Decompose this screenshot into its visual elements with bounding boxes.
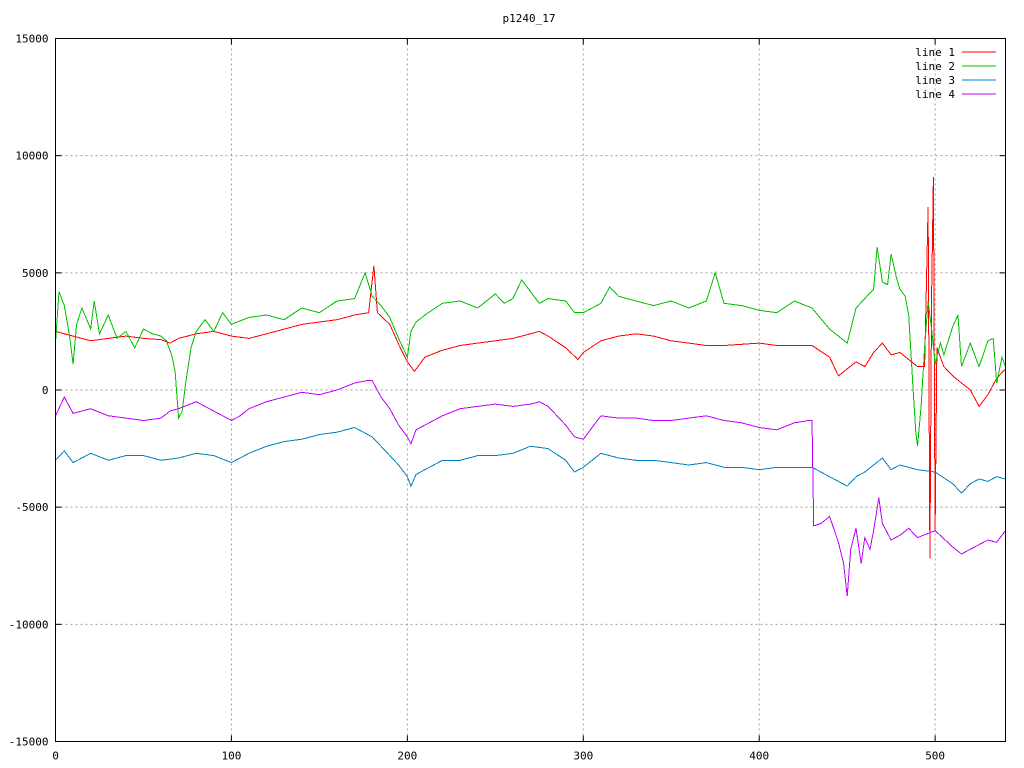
series-line-3: [55, 426, 1006, 494]
x-tick-label: 500: [925, 750, 945, 763]
legend-label-3: line 3: [915, 74, 955, 87]
x-tick-label: 300: [573, 750, 593, 763]
y-tick-label: -5000: [15, 501, 48, 514]
grid: [55, 38, 1006, 742]
legend-label-1: line 1: [915, 46, 955, 59]
axis-ticks: 0 100 200 300 400 500 -15000 -10000 -5000 0 5000 10…: [9, 33, 1006, 763]
y-tick-label: -10000: [9, 618, 49, 631]
y-tick-label: -15000: [9, 736, 49, 749]
series-line-4: [55, 380, 1006, 597]
chart-title: p1240_17: [503, 12, 556, 25]
x-tick-label: 0: [52, 750, 59, 763]
x-tick-label: 200: [397, 750, 417, 763]
x-tick-label: 400: [749, 750, 769, 763]
legend-label-4: line 4: [915, 88, 955, 101]
y-tick-label: 0: [42, 384, 49, 397]
series-line-1: [55, 176, 1006, 559]
plot-frame: [55, 38, 1006, 742]
y-tick-label: 15000: [15, 33, 48, 46]
legend-label-2: line 2: [915, 60, 955, 73]
series-line-2: [55, 247, 1006, 447]
y-tick-label: 10000: [15, 150, 48, 163]
y-tick-label: 5000: [22, 267, 49, 280]
x-tick-label: 100: [221, 750, 241, 763]
series-group: [55, 176, 1006, 597]
